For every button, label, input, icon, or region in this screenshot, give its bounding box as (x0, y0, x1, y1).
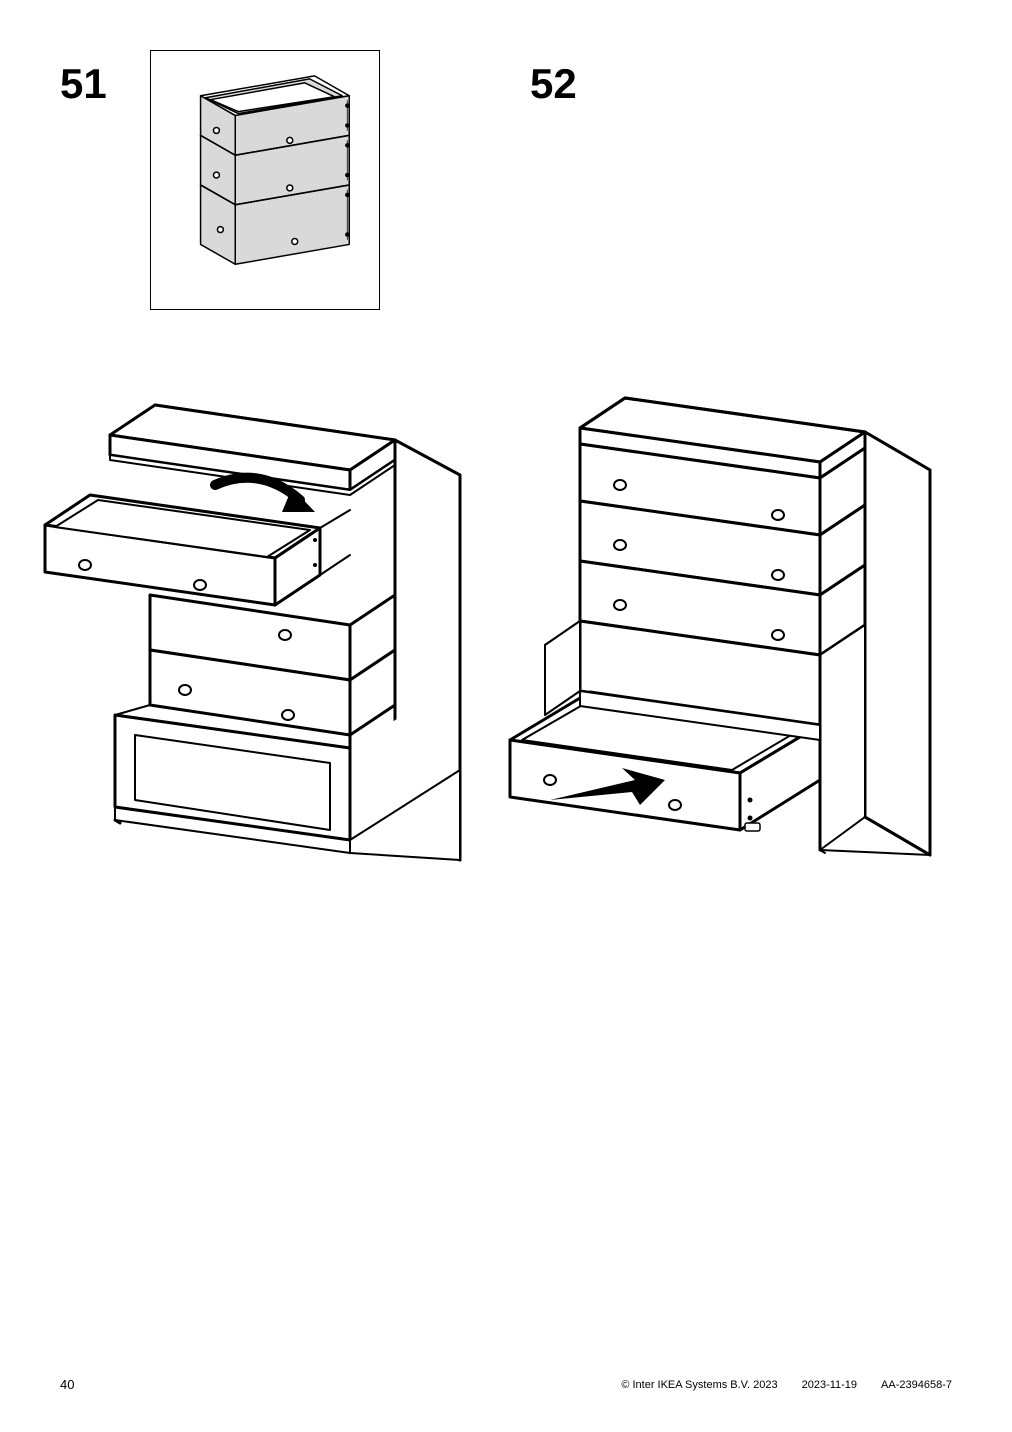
footer-date: 2023-11-19 (802, 1379, 857, 1391)
inset-reference-diagram (150, 50, 380, 310)
step-51-diagram (20, 380, 480, 930)
instruction-page: 51 52 (0, 0, 1012, 1432)
step-51-number: 51 (60, 60, 107, 108)
copyright-text: © Inter IKEA Systems B.V. 2023 (621, 1379, 777, 1391)
page-footer: 40 © Inter IKEA Systems B.V. 2023 2023-1… (60, 1377, 952, 1392)
page-number: 40 (60, 1377, 74, 1392)
step-52-number: 52 (530, 60, 577, 108)
footer-meta: © Inter IKEA Systems B.V. 2023 2023-11-1… (621, 1379, 952, 1391)
doc-id: AA-2394658-7 (881, 1379, 952, 1391)
step-52-diagram (490, 380, 970, 950)
